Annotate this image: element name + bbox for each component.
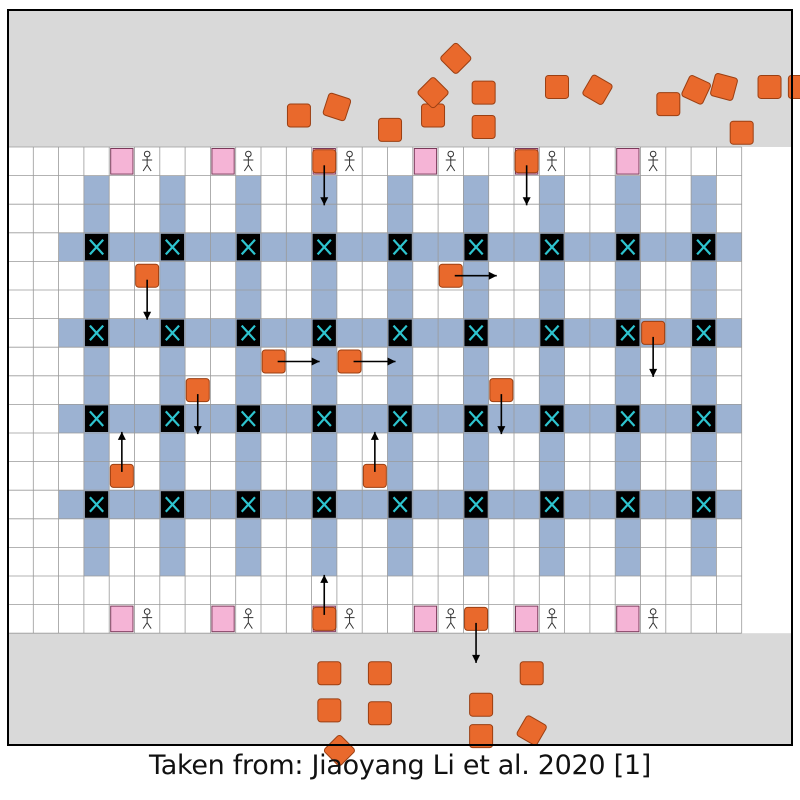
station-bottom bbox=[110, 605, 134, 633]
stick-figure-icon bbox=[445, 150, 456, 172]
arrow-icon bbox=[320, 165, 329, 206]
station-top bbox=[211, 148, 235, 175]
queued-robot bbox=[681, 75, 711, 105]
stick-figure-icon bbox=[648, 608, 659, 629]
figure-caption: Taken from: Jiaoyang Li et al. 2020 [1] bbox=[149, 750, 651, 781]
queued-robot bbox=[317, 661, 342, 686]
station-top bbox=[616, 148, 640, 175]
stick-figure-icon bbox=[546, 608, 557, 629]
arrow-icon bbox=[117, 431, 126, 472]
queued-robot bbox=[469, 692, 494, 717]
station-bottom bbox=[515, 605, 539, 633]
station-top bbox=[110, 148, 134, 175]
x-mark-icon bbox=[164, 410, 180, 427]
x-mark-icon bbox=[164, 324, 180, 341]
x-mark-icon bbox=[89, 410, 105, 427]
x-mark-icon bbox=[316, 239, 332, 256]
x-mark-icon bbox=[316, 410, 332, 427]
x-mark-icon bbox=[468, 324, 484, 341]
arrow-icon bbox=[522, 165, 531, 206]
x-mark-icon bbox=[544, 324, 560, 341]
arrow-icon bbox=[320, 574, 329, 615]
arrow-icon bbox=[193, 394, 202, 435]
x-mark-icon bbox=[468, 496, 484, 513]
queued-robot bbox=[471, 114, 496, 139]
station-bottom bbox=[211, 605, 235, 633]
x-mark-icon bbox=[164, 239, 180, 256]
x-mark-icon bbox=[620, 324, 636, 341]
queued-robot bbox=[367, 701, 392, 726]
arrow-icon bbox=[497, 394, 506, 435]
queued-robot bbox=[729, 120, 754, 145]
bottom-queue-area bbox=[8, 633, 792, 745]
queued-robot bbox=[519, 661, 544, 686]
queued-robot bbox=[516, 715, 547, 746]
arrow-icon bbox=[649, 336, 658, 377]
x-mark-icon bbox=[392, 324, 408, 341]
x-mark-icon bbox=[544, 496, 560, 513]
arrow-icon bbox=[472, 622, 481, 663]
x-mark-icon bbox=[696, 239, 712, 256]
x-mark-icon bbox=[392, 496, 408, 513]
stick-figure-icon bbox=[142, 608, 153, 629]
arrow-icon bbox=[454, 271, 497, 280]
x-mark-icon bbox=[620, 239, 636, 256]
stick-figure-icon bbox=[142, 150, 153, 172]
station-bottom bbox=[616, 605, 640, 633]
station-top bbox=[413, 148, 438, 175]
x-mark-icon bbox=[696, 496, 712, 513]
arrow-icon bbox=[370, 431, 379, 472]
station-bottom bbox=[413, 605, 438, 633]
x-mark-icon bbox=[89, 324, 105, 341]
x-mark-icon bbox=[620, 410, 636, 427]
stick-figure-icon bbox=[546, 150, 557, 172]
x-mark-icon bbox=[240, 239, 256, 256]
x-mark-icon bbox=[620, 496, 636, 513]
queued-robot bbox=[710, 73, 738, 101]
stick-figure-icon bbox=[243, 150, 254, 172]
queued-robot bbox=[757, 74, 782, 99]
x-mark-icon bbox=[544, 239, 560, 256]
stick-figure-icon bbox=[648, 150, 659, 172]
queued-robot bbox=[469, 724, 494, 749]
x-mark-icon bbox=[544, 410, 560, 427]
x-mark-icon bbox=[89, 496, 105, 513]
stick-figure-icon bbox=[243, 608, 254, 629]
queued-robot bbox=[286, 103, 311, 128]
queued-robot bbox=[378, 117, 403, 142]
figure-border bbox=[7, 9, 793, 746]
x-mark-icon bbox=[240, 496, 256, 513]
queued-robot bbox=[787, 74, 800, 99]
x-mark-icon bbox=[89, 239, 105, 256]
queued-robot bbox=[656, 92, 681, 117]
queued-robot bbox=[367, 661, 392, 686]
arrow-icon bbox=[353, 357, 396, 366]
stick-figure-icon bbox=[344, 150, 355, 172]
x-mark-icon bbox=[316, 496, 332, 513]
queued-robot bbox=[322, 92, 352, 122]
x-mark-icon bbox=[392, 239, 408, 256]
x-mark-icon bbox=[696, 410, 712, 427]
queued-robot bbox=[545, 74, 570, 99]
queued-robot bbox=[317, 698, 342, 723]
queued-robot bbox=[323, 734, 355, 766]
x-mark-icon bbox=[240, 324, 256, 341]
queued-robot bbox=[471, 80, 496, 105]
stick-figure-icon bbox=[445, 608, 456, 629]
x-mark-icon bbox=[240, 410, 256, 427]
x-mark-icon bbox=[316, 324, 332, 341]
x-mark-icon bbox=[164, 496, 180, 513]
x-mark-icon bbox=[696, 324, 712, 341]
x-mark-icon bbox=[468, 410, 484, 427]
x-mark-icon bbox=[468, 239, 484, 256]
queued-robot bbox=[582, 74, 613, 105]
stick-figure-icon bbox=[344, 608, 355, 629]
x-mark-icon bbox=[392, 410, 408, 427]
arrow-icon bbox=[143, 279, 152, 320]
arrow-icon bbox=[277, 357, 320, 366]
queued-robot bbox=[417, 77, 449, 109]
queued-robot bbox=[440, 42, 472, 74]
